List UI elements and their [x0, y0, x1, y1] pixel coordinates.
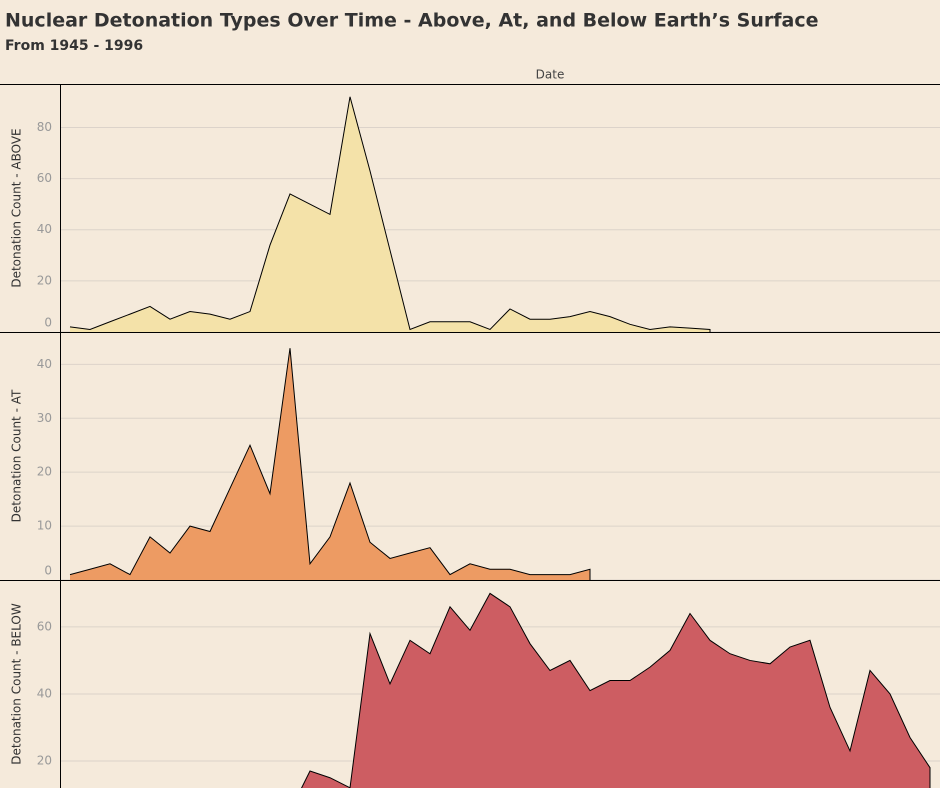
x-axis-title: Date: [536, 68, 565, 82]
area: [70, 96, 710, 332]
y-tick-label: 20: [37, 753, 52, 767]
subtitle: From 1945 - 1996: [5, 38, 143, 54]
y-axis-title: Detonation Count - AT: [10, 389, 24, 522]
y-tick-label: 40: [37, 222, 52, 236]
title: Nuclear Detonation Types Over Time - Abo…: [5, 10, 819, 32]
y-tick-label: 60: [37, 171, 52, 185]
y-tick-label: 0: [44, 564, 52, 578]
y-tick-label: 40: [37, 686, 52, 700]
y-tick-label: 80: [37, 120, 52, 134]
y-tick-label: 60: [37, 619, 52, 633]
area-line: [301, 592, 931, 788]
panel: 0 10 20 30 40 Detonation Count - AT: [0, 332, 940, 581]
y-axis-title: Detonation Count - ABOVE: [10, 128, 24, 287]
y-tick-label: 20: [37, 465, 52, 479]
area: [301, 593, 930, 788]
area: [70, 348, 590, 580]
y-tick-label: 40: [37, 357, 52, 371]
y-tick-label: 0: [44, 316, 52, 330]
y-tick-label: 10: [37, 519, 52, 533]
y-tick-label: 20: [37, 273, 52, 287]
y-tick-label: 30: [37, 411, 52, 425]
y-axis-title: Detonation Count - BELOW: [10, 603, 24, 765]
panel: 20 40 60 Detonation Count - BELOW: [10, 580, 940, 788]
area-line: [69, 96, 711, 332]
panel: 0 20 40 60 80 Detonation Count - ABOVE: [0, 84, 940, 333]
area-line: [69, 348, 591, 580]
